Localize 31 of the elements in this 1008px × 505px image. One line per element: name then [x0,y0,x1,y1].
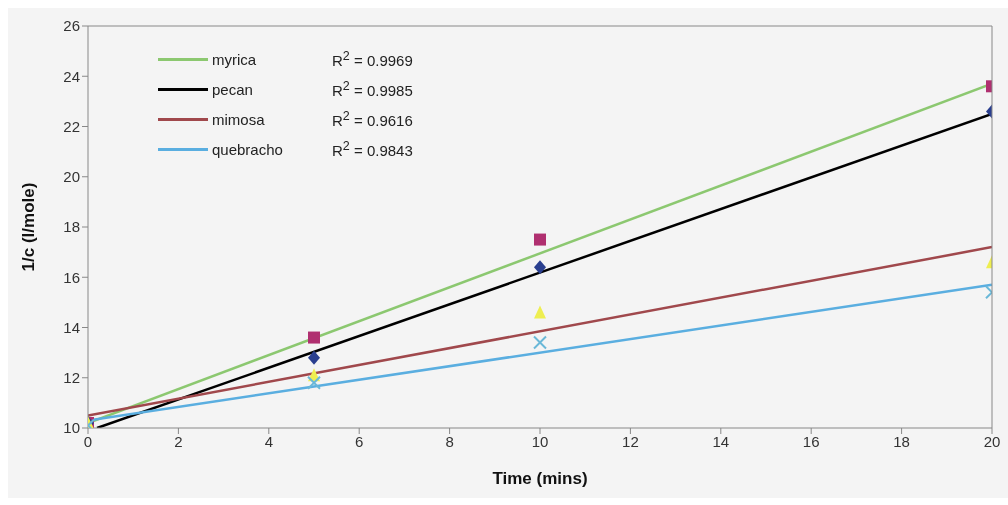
x-tick-label: 14 [712,432,730,450]
y-axis-title: 1/c (l/mole) [19,182,39,272]
x-tick-label: 8 [445,432,454,450]
x-tick-label: 16 [802,432,820,450]
y-tick-label: 26 [63,17,80,35]
y-tick-label: 10 [63,419,80,437]
annotation: R$^{2}$ = 0.9985 [332,79,413,99]
y-tick-label: 16 [63,268,80,286]
legend-label: myrica [212,50,258,68]
x-tick-label: 0 [83,432,93,450]
legend-label: quebracho [212,140,284,158]
annotation: R$^{2}$ = 0.9616 [332,109,413,129]
x-tick-label: 20 [983,432,1001,450]
y-tick-label: 20 [63,168,80,186]
legend-label: pecan [212,80,254,98]
x-tick-label: 18 [893,432,910,450]
annotation: R$^{2}$ = 0.9843 [332,139,413,159]
legend-label: mimosa [212,110,266,128]
x-tick-label: 12 [622,432,639,450]
y-tick-label: 12 [63,369,80,387]
y-tick-label: 22 [63,117,80,135]
annotation: R$^{2}$ = 0.9969 [332,49,413,69]
point [534,305,546,319]
x-tick-label: 6 [355,432,364,450]
x-tick-label: 2 [174,432,183,450]
y-tick-label: 24 [63,67,80,85]
x-tick-label: 4 [264,432,273,450]
y-tick-label: 18 [63,218,80,236]
x-axis-title: Time (mins) [492,469,588,488]
x-tick-label: 10 [531,432,549,450]
y-tick-label: 14 [63,318,80,336]
